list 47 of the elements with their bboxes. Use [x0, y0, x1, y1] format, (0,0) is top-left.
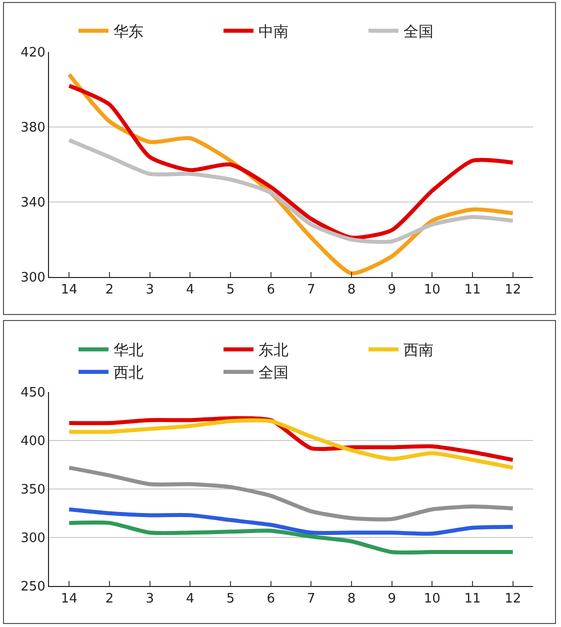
line-series [67, 520, 515, 555]
x-tick-label: 7 [307, 282, 316, 298]
legend-label: 中南 [258, 22, 288, 41]
x-tick-label: 6 [266, 282, 275, 298]
x-tick-label: 5 [226, 282, 235, 298]
line-series [67, 416, 515, 462]
x-tick-label: 12 [504, 282, 522, 298]
x-tick-label: 9 [388, 592, 396, 607]
x-tick-label: 8 [347, 592, 356, 607]
x-tick-label: 12 [504, 592, 522, 607]
legend-label: 西南 [404, 341, 434, 360]
legend-label: 华东 [114, 22, 144, 41]
legend-label: 全国 [404, 22, 434, 41]
y-tick-label: 250 [20, 580, 46, 595]
y-tick-label: 340 [20, 196, 46, 211]
y-tick-label: 300 [20, 270, 46, 286]
x-tick-label: 4 [186, 282, 194, 298]
x-tick-label: 2 [105, 282, 114, 298]
y-tick-label: 420 [20, 46, 46, 61]
x-tick-label: 9 [388, 282, 396, 298]
x-tick-label: 11 [464, 592, 481, 607]
legend-label: 全国 [258, 364, 288, 382]
line-series [67, 418, 515, 470]
y-tick-label: 350 [20, 482, 46, 498]
x-tick-label: 14 [60, 592, 78, 607]
x-tick-label: 10 [424, 282, 440, 298]
x-tick-label: 2 [105, 592, 114, 607]
x-tick-label: 8 [347, 282, 356, 298]
line-series [67, 507, 515, 536]
line-series [67, 84, 515, 240]
y-tick-label: 450 [20, 386, 46, 401]
y-tick-label: 400 [20, 434, 46, 450]
x-tick-label: 14 [60, 282, 78, 298]
x-tick-label: 4 [186, 592, 194, 607]
y-tick-label: 380 [20, 120, 46, 136]
x-tick-label: 10 [424, 592, 440, 607]
x-tick-label: 3 [146, 282, 154, 298]
legend-label: 东北 [258, 341, 288, 360]
x-tick-label: 6 [266, 592, 275, 607]
line-series [67, 466, 515, 522]
x-tick-label: 3 [146, 592, 154, 607]
x-tick-label: 11 [464, 282, 481, 298]
legend-label: 华北 [114, 341, 144, 360]
y-tick-label: 300 [20, 531, 46, 546]
x-tick-label: 5 [226, 592, 235, 607]
legend-label: 西北 [114, 364, 144, 382]
x-tick-label: 7 [307, 592, 316, 607]
